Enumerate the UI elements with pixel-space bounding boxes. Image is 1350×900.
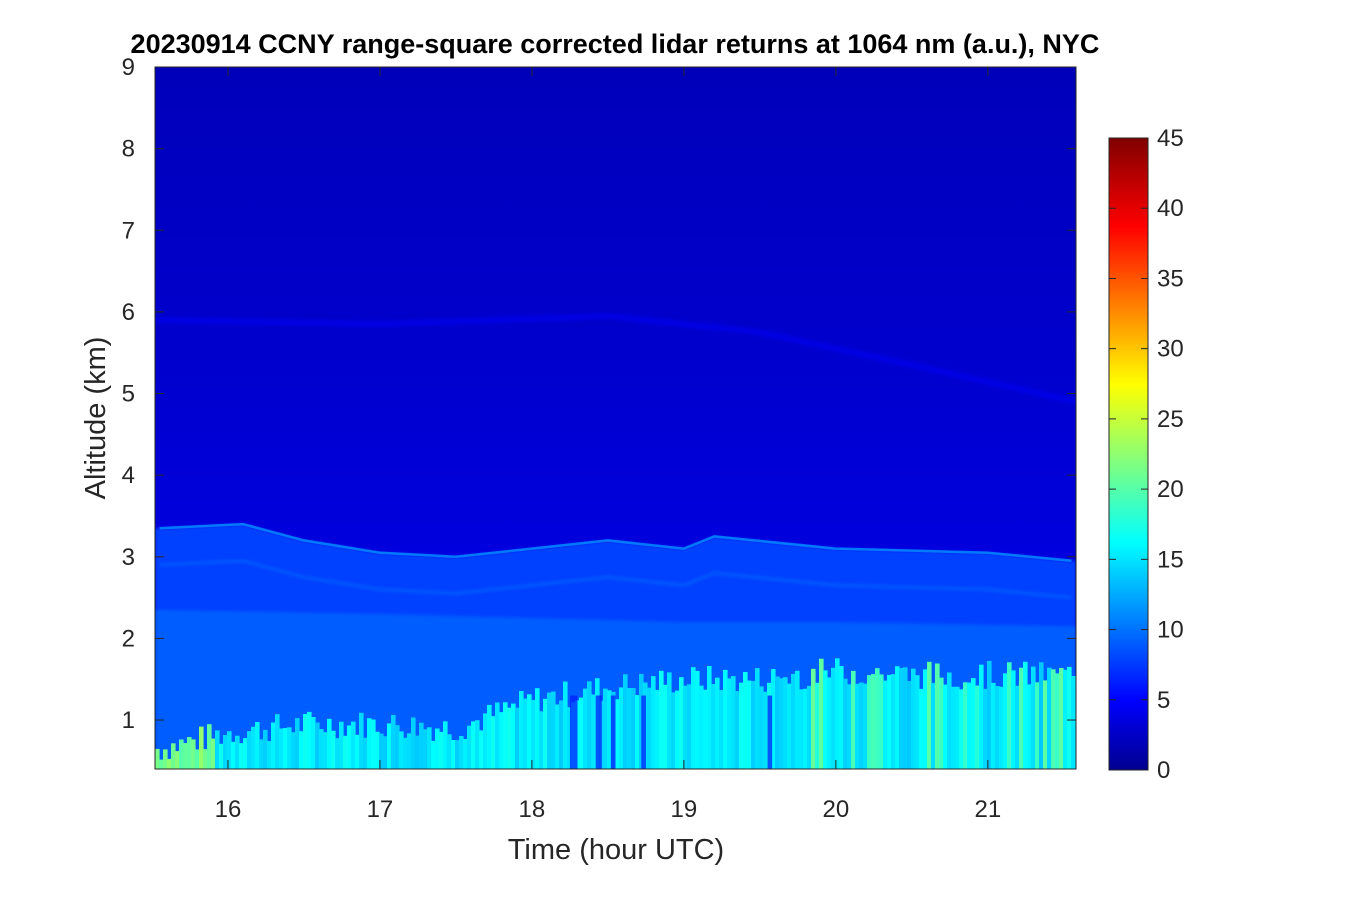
colorbar-tick-label: 35	[1157, 265, 1184, 292]
layer-top-line	[159, 522, 1072, 563]
colorbar-tick-label: 20	[1157, 476, 1184, 503]
chart-title: 20230914 CCNY range-square corrected lid…	[131, 29, 1100, 59]
colorbar-tick-label: 10	[1157, 617, 1184, 644]
elevated-layer	[155, 312, 1076, 405]
x-tick-label: 16	[215, 796, 242, 823]
x-axis-label: Time (hour UTC)	[508, 834, 724, 866]
x-tick-label: 21	[974, 796, 1001, 823]
x-tick-label: 17	[367, 796, 394, 823]
x-tick-label: 18	[519, 796, 546, 823]
colorbar-tick-label: 30	[1157, 336, 1184, 363]
colorbar-tick-label: 40	[1157, 195, 1184, 222]
y-tick-label: 9	[122, 54, 135, 81]
y-tick-label: 7	[122, 217, 135, 244]
x-tick-label: 19	[671, 796, 698, 823]
y-axis-label: Altitude (km)	[80, 337, 112, 500]
x-axis-ticks: 16 17 18 19 20 21	[215, 67, 1001, 823]
y-tick-label: 4	[122, 462, 135, 489]
colorbar-tick-label: 15	[1157, 546, 1184, 573]
colorbar	[1108, 137, 1149, 771]
y-tick-label: 1	[122, 707, 135, 734]
colorbar-ticks: 0 5 10 15 20 25 30 35 40 45	[1109, 125, 1184, 784]
heatmap-field	[155, 67, 1076, 769]
layer-mid-line	[159, 559, 1072, 600]
colorbar-tick-label: 0	[1157, 757, 1170, 784]
plot-frame	[154, 66, 1077, 770]
y-tick-label: 2	[122, 625, 135, 652]
boundary-layer	[155, 658, 1076, 769]
colorbar-tick-label: 25	[1157, 406, 1184, 433]
x-tick-label: 20	[823, 796, 850, 823]
colorbar-tick-label: 5	[1157, 687, 1170, 714]
colorbar-tick-label: 45	[1157, 125, 1184, 152]
y-tick-label: 8	[122, 136, 135, 163]
y-tick-label: 5	[122, 381, 135, 408]
y-tick-label: 3	[122, 544, 135, 571]
y-tick-label: 6	[122, 299, 135, 326]
y-axis-ticks: 1 2 3 4 5 6 7 8 9	[122, 54, 1076, 734]
